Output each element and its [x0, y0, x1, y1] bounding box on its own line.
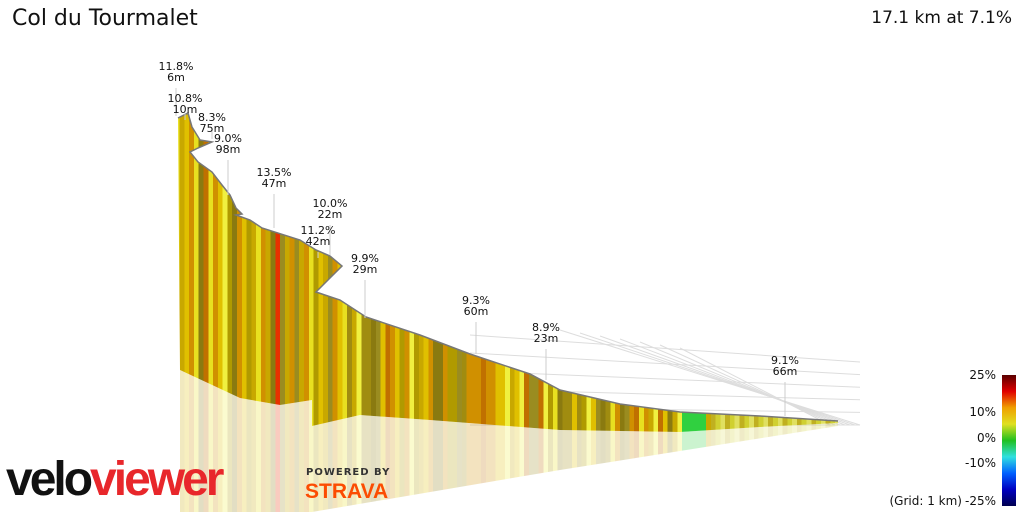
- annotation-gradient: 9.3%: [462, 294, 490, 307]
- annotation-gradient: 8.9%: [532, 321, 560, 334]
- profile-road-edge: [177, 111, 839, 422]
- reflection-wall: [180, 370, 838, 512]
- color-scale-tick: 0%: [976, 431, 996, 445]
- profile-reflection: [180, 370, 838, 512]
- grid-line: [469, 370, 861, 388]
- gradient-annotation: 9.3%60m: [462, 294, 490, 354]
- gradient-annotation: 10.8%10m: [168, 92, 203, 120]
- annotation-gradient: 11.2%: [301, 224, 336, 237]
- veloviewer-logo[interactable]: veloviewer: [6, 453, 224, 506]
- annotation-length: 47m: [262, 177, 287, 190]
- annotation-length: 60m: [464, 305, 489, 318]
- color-scale-tick: 25%: [969, 368, 996, 382]
- annotation-gradient: 10.8%: [168, 92, 203, 105]
- annotation-gradient: 9.0%: [214, 132, 242, 145]
- annotation-length: 23m: [534, 332, 559, 345]
- gradient-annotation: 11.8%6m: [159, 60, 194, 116]
- gradient-annotations: 11.8%6m10.8%10m8.3%75m9.0%98m13.5%47m10.…: [159, 60, 799, 416]
- color-scale-tick: 10%: [969, 405, 996, 419]
- profile-wall: [178, 113, 838, 432]
- gradient-annotation: 9.0%98m: [214, 132, 242, 195]
- annotation-length: 10m: [173, 103, 198, 116]
- strava-logo[interactable]: STRAVA: [305, 480, 389, 503]
- grid-line: [559, 329, 861, 426]
- annotation-length: 29m: [353, 263, 378, 276]
- grid-line: [679, 347, 831, 426]
- annotation-length: 22m: [318, 208, 343, 221]
- color-scale-tick: -25%: [964, 494, 996, 508]
- gradient-annotation: 8.3%75m: [198, 111, 226, 139]
- color-scale-tick: -10%: [964, 456, 996, 470]
- gradient-annotation: 9.1%66m: [771, 354, 799, 416]
- gradient-annotation: 8.9%23m: [532, 321, 560, 380]
- annotation-gradient: 10.0%: [313, 197, 348, 210]
- climb-summary: 17.1 km at 7.1%: [871, 8, 1012, 28]
- annotation-gradient: 9.9%: [351, 252, 379, 265]
- annotation-length: 42m: [306, 235, 331, 248]
- gradient-annotation: 9.9%29m: [351, 252, 379, 318]
- gradient-annotation: 13.5%47m: [257, 166, 292, 228]
- grid-line: [469, 352, 861, 376]
- annotation-length: 75m: [200, 122, 225, 135]
- gradient-annotation: 11.2%42m: [301, 224, 336, 258]
- annotation-length: 98m: [216, 143, 241, 156]
- annotation-gradient: 11.8%: [159, 60, 194, 73]
- annotation-length: 66m: [773, 365, 798, 378]
- grid-line: [599, 335, 851, 426]
- grid-line: [469, 334, 861, 363]
- grid-line: [579, 332, 856, 426]
- annotation-length: 6m: [167, 71, 185, 84]
- grid-note: (Grid: 1 km): [889, 494, 963, 508]
- profile-surface: [177, 111, 839, 432]
- annotation-gradient: 13.5%: [257, 166, 292, 179]
- powered-by-label: POWERED BY: [306, 467, 391, 478]
- climb-title: Col du Tourmalet: [12, 6, 198, 31]
- annotation-gradient: 8.3%: [198, 111, 226, 124]
- annotation-gradient: 9.1%: [771, 354, 799, 367]
- gradient-annotation: 10.0%22m: [313, 197, 348, 255]
- color-scale-bar: [1002, 375, 1016, 506]
